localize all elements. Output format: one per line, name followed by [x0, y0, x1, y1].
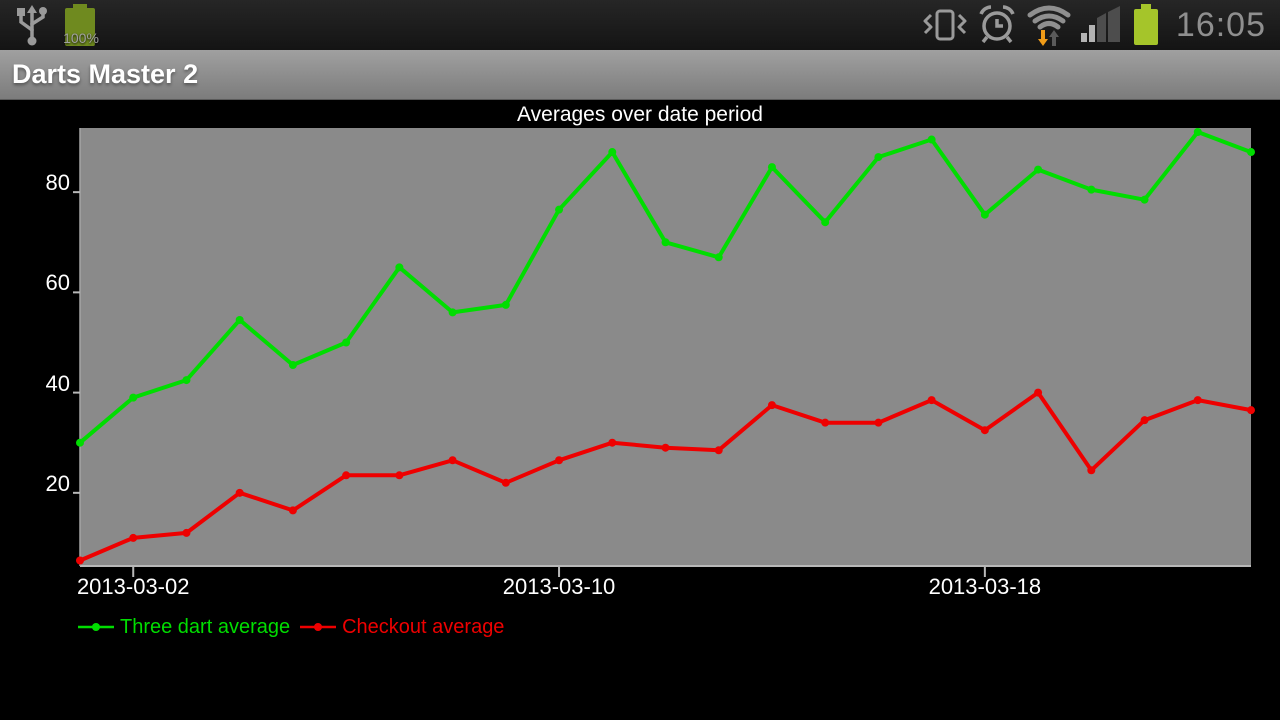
x-tick-label-0: 2013-03-02 [76, 574, 190, 599]
battery-charging-icon: 100% [60, 2, 100, 48]
status-bar-left: 100% [14, 0, 100, 50]
app-title: Darts Master 2 [12, 59, 199, 89]
legend-line-red [300, 623, 337, 631]
plot-area[interactable] [80, 128, 1251, 566]
y-tick-label-1: 40 [45, 370, 70, 396]
wifi-traffic-icon [1027, 5, 1071, 46]
legend-label-checkout: Checkout average [342, 616, 505, 638]
x-tick-label-2: 2013-03-18 [928, 574, 1042, 599]
title-bar: Darts Master 2 [0, 50, 1280, 100]
legend-line-green [78, 623, 114, 631]
chart-legend: Three dart average Checkout average [78, 614, 504, 640]
x-tick-label-1: 2013-03-10 [502, 574, 616, 599]
chart-title: Averages over date period [517, 103, 763, 126]
signal-strength-icon [1080, 6, 1120, 42]
clock-text: 16:05 [1175, 5, 1266, 44]
legend-dot-0 [92, 623, 100, 631]
battery-percent-label: 100% [63, 30, 99, 46]
legend-dot-1 [314, 623, 323, 631]
legend-label-three-dart: Three dart average [120, 616, 291, 638]
alarm-icon [979, 5, 1015, 44]
status-bar: 100% [0, 0, 1280, 50]
usb-icon [17, 5, 47, 46]
status-bar-right: 16:05 [922, 0, 1266, 50]
vibrate-silent-icon [923, 9, 967, 41]
battery-icon [1133, 4, 1158, 45]
y-tick-label-2: 60 [45, 270, 70, 296]
y-tick-label-3: 80 [45, 170, 70, 196]
y-tick-label-0: 20 [45, 470, 70, 496]
